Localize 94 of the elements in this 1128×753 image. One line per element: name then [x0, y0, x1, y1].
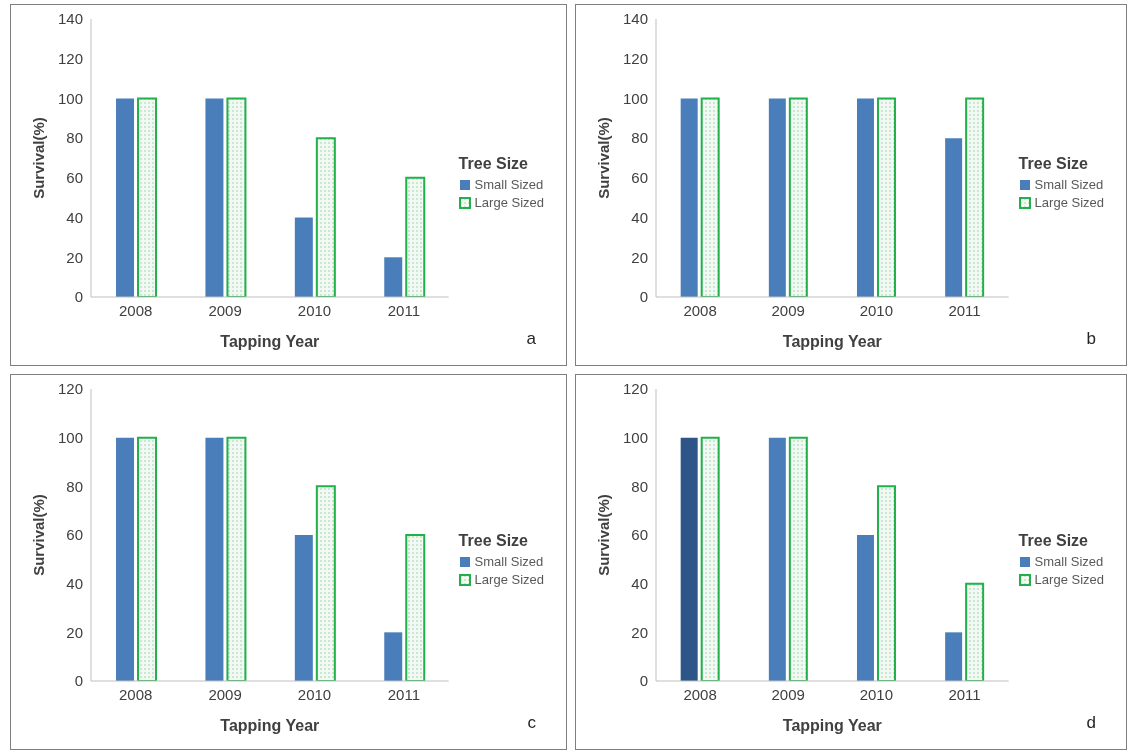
bar: [384, 632, 403, 681]
bar: [680, 437, 698, 681]
x-tick-label: 2008: [683, 685, 717, 703]
bar: [876, 485, 896, 681]
bar: [405, 534, 426, 681]
bar: [294, 217, 313, 297]
bar: [137, 97, 158, 297]
bar: [226, 436, 247, 681]
bar: [226, 97, 247, 297]
text: d: [1086, 713, 1096, 733]
x-axis-title: Tapping Year: [220, 717, 320, 734]
y-tick-label: 140: [57, 10, 83, 28]
y-tick-label: 100: [57, 428, 83, 446]
y-tick-label: 120: [622, 380, 648, 398]
y-tick-label: 60: [66, 526, 83, 544]
x-tick-label: 2008: [683, 301, 717, 319]
y-tick-label: 120: [622, 50, 648, 68]
y-tick-label: 20: [66, 623, 83, 641]
x-tick-label: 2011: [948, 685, 981, 703]
x-tick-label: 2009: [771, 685, 805, 703]
legend-label: Small Sized: [1034, 554, 1104, 569]
y-tick-label: 120: [57, 50, 83, 68]
y-tick-label: 100: [622, 428, 648, 446]
text: c: [527, 713, 536, 733]
y-tick-label: 40: [631, 574, 648, 592]
y-tick-label: 60: [631, 526, 648, 544]
x-tick-label: 2009: [208, 685, 242, 703]
x-axis-title: Tapping Year: [782, 717, 882, 734]
y-tick-label: 80: [66, 129, 83, 147]
legend-title: Tree Size: [1018, 155, 1089, 173]
legend-label: Large Sized: [474, 195, 544, 210]
y-tick-label: 0: [639, 672, 648, 690]
y-tick-label: 60: [631, 169, 648, 187]
bar: [116, 437, 135, 681]
bar: [315, 485, 336, 681]
bar: [965, 582, 985, 681]
x-tick-label: 2010: [859, 301, 894, 319]
bar: [788, 436, 808, 681]
x-tick-label: 2010: [297, 685, 332, 703]
y-tick-label: 100: [622, 89, 648, 107]
y-tick-label: 60: [66, 169, 83, 187]
legend-label: Large Sized: [1034, 572, 1104, 587]
x-tick-label: 2008: [119, 685, 153, 703]
x-tick-label: 2009: [208, 301, 242, 319]
y-tick-label: 0: [74, 288, 83, 306]
y-tick-label: 80: [66, 477, 83, 495]
bar: [294, 535, 313, 681]
y-tick-label: 20: [631, 623, 648, 641]
y-axis-title: Survival(%): [30, 494, 48, 576]
text: b: [1086, 329, 1096, 349]
bar: [205, 98, 224, 297]
y-tick-label: 20: [631, 248, 648, 266]
legend-label: Small Sized: [474, 554, 544, 569]
bar: [205, 437, 224, 681]
y-tick-label: 20: [66, 248, 83, 266]
x-tick-label: 2011: [948, 301, 981, 319]
legend-label: Small Sized: [474, 177, 544, 192]
y-tick-label: 140: [622, 10, 648, 28]
bar: [856, 535, 874, 681]
bar: [768, 437, 786, 681]
y-axis-title: Survival(%): [595, 494, 613, 576]
bar: [137, 436, 158, 681]
y-tick-label: 80: [631, 129, 648, 147]
x-tick-label: 2011: [387, 301, 421, 319]
text: a: [526, 329, 536, 349]
y-tick-label: 80: [631, 477, 648, 495]
bar: [116, 98, 135, 297]
legend-label: Small Sized: [1034, 177, 1104, 192]
y-tick-label: 40: [631, 208, 648, 226]
legend-title: Tree Size: [458, 155, 529, 173]
y-tick-label: 40: [66, 574, 83, 592]
legend-label: Large Sized: [1034, 195, 1104, 210]
y-tick-label: 120: [57, 380, 83, 398]
bar: [315, 137, 336, 297]
x-tick-label: 2009: [771, 301, 805, 319]
x-tick-label: 2008: [119, 301, 153, 319]
x-axis-title: Tapping Year: [220, 333, 320, 350]
legend-label: Large Sized: [474, 572, 544, 587]
x-tick-label: 2010: [859, 685, 894, 703]
x-tick-label: 2011: [387, 685, 421, 703]
y-axis-title: Survival(%): [595, 117, 613, 199]
y-tick-label: 0: [639, 288, 648, 306]
y-tick-label: 40: [66, 208, 83, 226]
y-tick-label: 100: [57, 89, 83, 107]
y-tick-label: 0: [74, 672, 83, 690]
bar: [405, 176, 426, 297]
legend-title: Tree Size: [458, 532, 529, 550]
x-axis-title: Tapping Year: [782, 333, 882, 350]
bar: [945, 632, 963, 681]
x-tick-label: 2010: [297, 301, 332, 319]
bar: [384, 257, 403, 297]
legend-title: Tree Size: [1018, 532, 1089, 550]
y-axis-title: Survival(%): [30, 117, 48, 199]
bar: [700, 436, 720, 681]
